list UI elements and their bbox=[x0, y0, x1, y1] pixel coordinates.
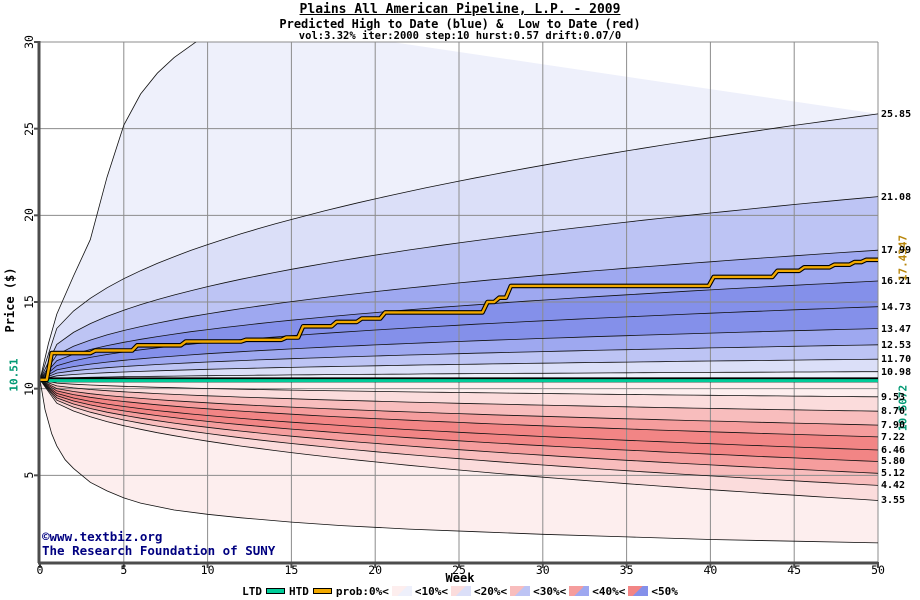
x-tick-label: 30 bbox=[535, 563, 550, 577]
band-fill bbox=[40, 196, 878, 380]
contour-endpoint-label: 5.12 bbox=[881, 468, 906, 480]
contour-endpoint-label: 11.70 bbox=[881, 354, 912, 366]
contour-line bbox=[40, 379, 878, 398]
contour-endpoint-label: 25.85 bbox=[881, 108, 912, 120]
legend-ltd-label: LTD bbox=[242, 584, 262, 598]
contour-line bbox=[40, 379, 878, 462]
contour-line bbox=[40, 280, 878, 381]
contour-line bbox=[40, 379, 878, 451]
htd-line-swatch bbox=[312, 588, 332, 594]
ltd-line-swatch bbox=[266, 588, 285, 594]
x-tick-label: 10 bbox=[200, 563, 215, 577]
contour-endpoint-label: 10.98 bbox=[881, 366, 912, 378]
start-price-label: 10.51 bbox=[7, 358, 21, 392]
contour-line bbox=[40, 328, 878, 381]
contour-line bbox=[40, 379, 878, 412]
x-axis-title: Week bbox=[445, 571, 475, 585]
contour-line bbox=[40, 42, 197, 380]
probability-band-label: <10%< bbox=[414, 584, 448, 598]
contour-endpoint-label: 12.53 bbox=[881, 339, 912, 351]
contour-endpoint-label: 17.99 bbox=[881, 245, 912, 257]
y-tick-label: 15 bbox=[22, 295, 36, 309]
band-fill bbox=[40, 379, 878, 450]
probability-band-label: <40%< bbox=[592, 584, 626, 598]
contour-endpoint-label: 9.53 bbox=[881, 391, 906, 403]
probability-band-swatch bbox=[450, 586, 471, 596]
contour-line bbox=[40, 379, 878, 438]
contour-endpoint-label: 21.08 bbox=[881, 191, 912, 203]
band-fill bbox=[40, 328, 878, 380]
legend-prob-label: prob:0%< bbox=[335, 584, 389, 598]
contour-line bbox=[40, 379, 878, 486]
gridlines bbox=[40, 41, 879, 562]
contour-endpoint-label: 4.42 bbox=[881, 480, 906, 492]
band-fill bbox=[40, 306, 878, 380]
x-tick-label: 15 bbox=[284, 563, 299, 577]
contour-line bbox=[40, 379, 878, 426]
axes bbox=[34, 41, 879, 568]
htd-end-label: 17.4347 bbox=[896, 234, 910, 282]
y-tick-label: 20 bbox=[22, 208, 36, 223]
contour-line bbox=[40, 379, 878, 474]
legend: LTD HTD prob:0%< <10%< <20%< <30%< <40%< <50… bbox=[0, 583, 920, 599]
contour-line bbox=[40, 371, 878, 381]
x-tick-label: 25 bbox=[452, 563, 466, 577]
band-fill bbox=[40, 379, 878, 543]
y-tick-label: 5 bbox=[22, 471, 36, 479]
band-fill bbox=[40, 281, 878, 380]
contour-endpoint-label: 7.90 bbox=[881, 420, 906, 432]
x-tick-label: 5 bbox=[120, 563, 128, 577]
contour-line bbox=[40, 358, 878, 381]
x-tick-label: 40 bbox=[703, 563, 718, 577]
contour-endpoint-label: 14.73 bbox=[881, 301, 912, 313]
contour-line bbox=[40, 113, 878, 380]
probability-band-label: <50% bbox=[651, 584, 678, 598]
contour-line bbox=[40, 196, 878, 380]
band-fill bbox=[40, 42, 878, 380]
y-tick-label: 30 bbox=[22, 35, 36, 49]
probability-band-swatch bbox=[628, 586, 649, 596]
contour-line bbox=[40, 344, 878, 381]
x-tick-label: 0 bbox=[36, 563, 44, 577]
y-tick-label: 10 bbox=[22, 381, 36, 396]
copyright-line: ©www.textbiz.org bbox=[42, 529, 163, 544]
contour-endpoint-label: 16.21 bbox=[881, 276, 912, 288]
contour-endpoint-label: 13.47 bbox=[881, 323, 912, 335]
band-fill bbox=[40, 379, 878, 437]
probability-band-label: <20%< bbox=[473, 584, 508, 598]
page-title: Plains All American Pipeline, L.P. - 200… bbox=[299, 2, 621, 17]
x-tick-label: 45 bbox=[787, 563, 802, 577]
contour-endpoint-label: 7.22 bbox=[881, 431, 906, 443]
org-line: The Research Foundation of SUNY bbox=[42, 543, 276, 558]
probability-band-swatch bbox=[391, 586, 412, 596]
y-tick-label: 25 bbox=[22, 121, 36, 136]
band-fill bbox=[40, 113, 878, 380]
legend-htd-label: HTD bbox=[289, 584, 309, 598]
contour-endpoint-label: 6.46 bbox=[881, 445, 906, 457]
probability-band-swatch bbox=[510, 586, 531, 596]
chart-subtitle: Predicted High to Date (blue) & Low to D… bbox=[279, 17, 641, 31]
contour-endpoint-label: 3.55 bbox=[881, 495, 906, 507]
x-tick-label: 35 bbox=[619, 563, 634, 577]
contour-line bbox=[40, 379, 878, 544]
band-fill bbox=[40, 379, 878, 426]
contour-line bbox=[40, 249, 878, 381]
contour-line bbox=[40, 379, 878, 501]
x-tick-label: 20 bbox=[368, 563, 383, 577]
ltd-htd-lines bbox=[40, 257, 878, 383]
simulation-params: vol:3.32% iter:2000 step:10 hurst:0.57 d… bbox=[298, 30, 622, 42]
y-axis-title: Price ($) bbox=[3, 267, 17, 333]
x-tick-label: 50 bbox=[871, 563, 885, 577]
htd-line bbox=[40, 258, 878, 381]
probability-band-swatch bbox=[569, 586, 590, 596]
contour-endpoint-label: 8.70 bbox=[881, 406, 906, 418]
probability-band-label: <30%< bbox=[533, 584, 567, 598]
band-fill bbox=[40, 250, 878, 380]
legend-probability-bands: <10%< <20%< <30%< <40%< <50% bbox=[389, 585, 678, 598]
contour-endpoint-label: 5.80 bbox=[881, 456, 906, 468]
